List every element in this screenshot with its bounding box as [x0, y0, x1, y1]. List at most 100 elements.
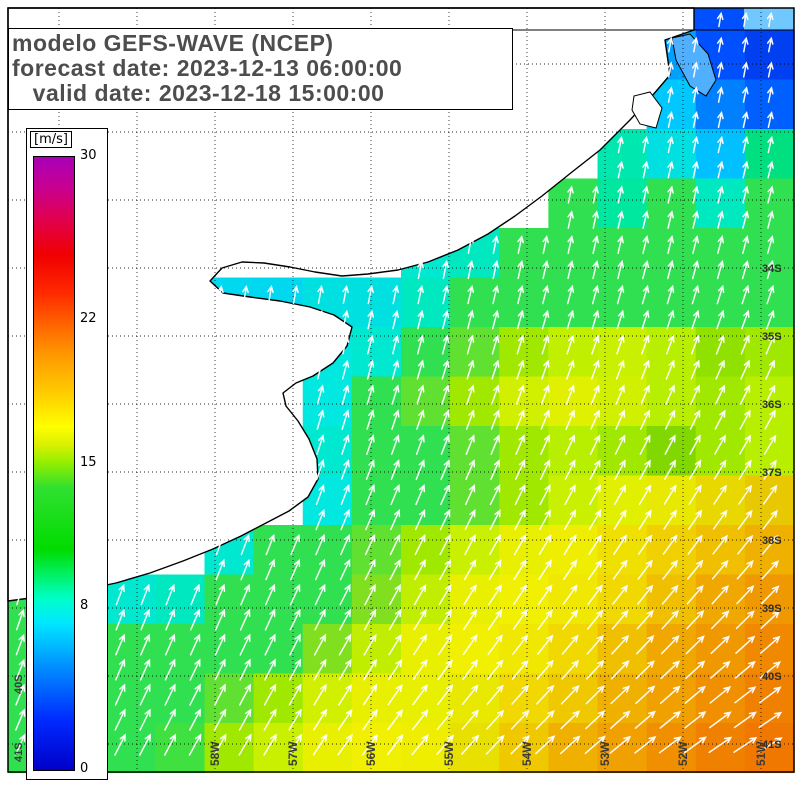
model-title: modelo GEFS-WAVE (NCEP) — [12, 30, 334, 56]
wind-arrow-icon — [561, 634, 579, 655]
wind-arrow-icon — [486, 659, 504, 680]
wind-arrow-icon — [15, 658, 26, 681]
wind-arrow-icon — [683, 736, 707, 754]
colorbar-tick-label: 22 — [80, 311, 97, 326]
wind-arrow-icon — [759, 635, 781, 654]
wind-speed-cell — [253, 525, 304, 576]
wind-arrow-icon — [667, 210, 674, 229]
wind-arrow-icon — [715, 359, 725, 380]
wind-arrow-icon — [165, 583, 175, 606]
wind-arrow-icon — [114, 708, 126, 731]
wind-speed-cell — [204, 624, 255, 675]
wind-speed-cell — [450, 327, 500, 378]
wind-arrow-icon — [716, 284, 725, 305]
wind-arrow-icon — [366, 409, 375, 430]
wind-speed-cell — [155, 723, 206, 774]
wind-arrow-icon — [709, 685, 732, 704]
wind-arrow-icon — [734, 660, 756, 679]
wind-arrow-icon — [416, 384, 425, 405]
wind-arrow-icon — [708, 736, 733, 754]
wind-arrow-icon — [611, 634, 630, 655]
wind-arrow-icon — [592, 210, 599, 229]
wind-arrow-icon — [289, 608, 301, 631]
wind-arrow-icon — [417, 309, 425, 330]
wind-arrow-icon — [391, 359, 400, 380]
wind-arrow-icon — [139, 733, 152, 756]
wind-arrow-icon — [660, 635, 680, 655]
wind-arrow-icon — [15, 708, 26, 731]
wind-arrow-icon — [767, 111, 774, 129]
wind-arrow-icon — [691, 36, 699, 53]
wind-arrow-icon — [617, 234, 624, 255]
wind-arrow-icon — [337, 708, 353, 731]
wind-arrow-icon — [440, 409, 450, 430]
wind-arrow-icon — [267, 309, 274, 330]
wind-arrow-icon — [736, 559, 754, 580]
wind-arrow-icon — [411, 734, 429, 756]
wind-arrow-icon — [535, 735, 556, 755]
longitude-label: 57W — [286, 741, 300, 766]
wind-arrow-icon — [342, 284, 349, 305]
wind-arrow-icon — [537, 609, 553, 630]
wind-arrow-icon — [642, 210, 649, 229]
wind-arrow-icon — [717, 135, 724, 154]
longitude-label: 54W — [520, 741, 534, 766]
wind-arrow-icon — [741, 36, 749, 53]
wind-arrow-icon — [565, 434, 576, 455]
latitude-label: 34S — [762, 263, 782, 275]
wind-arrow-icon — [689, 409, 701, 430]
wind-arrow-icon — [488, 584, 502, 606]
wind-arrow-icon — [691, 61, 699, 78]
longitude-label: 58W — [208, 741, 222, 766]
wind-arrow-icon — [467, 235, 474, 254]
wind-arrow-icon — [439, 558, 452, 581]
wind-arrow-icon — [666, 61, 674, 78]
wind-arrow-icon — [691, 284, 700, 305]
wind-arrow-icon — [515, 434, 525, 455]
colorbar-unit-label: [m/s] — [30, 131, 72, 148]
wind-arrow-icon — [15, 608, 25, 631]
wind-arrow-icon — [734, 686, 757, 704]
wind-arrow-icon — [591, 334, 600, 355]
wind-arrow-icon — [189, 708, 202, 731]
wind-arrow-icon — [688, 484, 702, 505]
wind-arrow-icon — [617, 160, 624, 179]
wind-speed-cell — [155, 574, 206, 625]
wind-arrow-icon — [739, 384, 751, 405]
wind-arrow-icon — [487, 609, 503, 631]
wind-arrow-icon — [488, 559, 502, 581]
wind-arrow-icon — [390, 459, 400, 481]
wind-arrow-icon — [217, 309, 224, 330]
wind-arrow-icon — [316, 434, 325, 455]
wind-arrow-icon — [692, 185, 699, 204]
wind-speed-cell — [548, 426, 599, 477]
wind-arrow-icon — [536, 634, 554, 655]
wind-arrow-icon — [413, 634, 428, 656]
wind-arrow-icon — [315, 483, 325, 506]
wind-arrow-icon — [616, 309, 625, 330]
wind-arrow-icon — [16, 583, 25, 606]
wind-arrow-icon — [665, 334, 675, 355]
wind-arrow-icon — [510, 735, 531, 755]
wind-arrow-icon — [641, 284, 650, 305]
wind-arrow-icon — [512, 634, 529, 655]
wind-arrow-icon — [442, 309, 450, 330]
wind-arrow-icon — [513, 534, 527, 556]
wind-arrow-icon — [364, 533, 376, 556]
wind-arrow-icon — [689, 434, 701, 455]
wind-arrow-icon — [362, 734, 379, 756]
wind-arrow-icon — [742, 135, 749, 154]
wind-arrow-icon — [592, 185, 599, 204]
map-frame — [7, 7, 795, 773]
wind-arrow-icon — [316, 384, 325, 405]
wind-arrow-icon — [217, 284, 224, 305]
wind-arrow-icon — [365, 459, 375, 481]
wind-arrow-icon — [263, 733, 277, 756]
wind-arrow-icon — [240, 583, 251, 606]
wind-arrow-icon — [664, 434, 676, 455]
wind-arrow-icon — [715, 334, 725, 355]
wind-arrow-icon — [239, 633, 251, 656]
wind-arrow-icon — [617, 210, 624, 229]
wind-arrow-icon — [567, 259, 575, 280]
wind-arrow-icon — [139, 683, 151, 706]
